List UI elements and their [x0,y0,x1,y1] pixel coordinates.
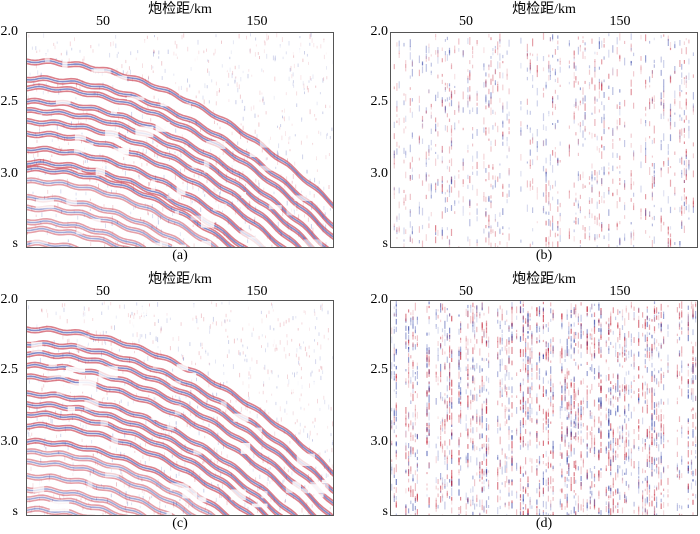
y-tick-label: 2.0 [0,292,19,307]
x-tick-label: 50 [459,14,473,29]
y-tick-label: s [12,236,18,251]
y-tick-label: s [12,504,18,519]
y-tick-label: 3.0 [370,434,389,449]
seismic-gather-image [391,301,697,515]
x-tick-label: 150 [609,14,631,29]
y-tick-label: 2.0 [370,292,389,307]
y-tick-label: 2.5 [370,94,389,109]
panel-caption: (a) [172,248,188,263]
y-tick-label: 2.5 [370,362,389,377]
y-tick-label: 3.0 [370,166,389,181]
y-tick-label: 2.0 [370,24,389,39]
y-tick-label: 2.0 [0,24,19,39]
x-tick-label: 150 [609,284,631,299]
x-tick-label: 50 [96,14,110,29]
seismic-plot-area [390,32,698,248]
y-tick-label: s [382,236,388,251]
y-tick-label: s [382,504,388,519]
seismic-gather-image [393,33,694,247]
panel-caption: (c) [172,516,188,531]
panel-caption: (b) [535,248,553,263]
seismic-plot-area [26,300,334,516]
seismic-gather-image [27,33,333,247]
y-tick-label: 3.0 [0,166,19,181]
y-tick-label: 3.0 [0,434,19,449]
x-tick-label: 50 [96,284,110,299]
x-tick-label: 150 [246,14,268,29]
x-axis-title: 炮检距/km [148,272,212,287]
seismic-gather-image [27,301,333,515]
x-tick-label: 150 [246,284,268,299]
y-tick-label: 2.5 [0,94,19,109]
x-tick-label: 50 [459,284,473,299]
x-axis-title: 炮检距/km [148,2,212,17]
panel-caption: (d) [535,516,553,531]
x-axis-title: 炮检距/km [512,2,576,17]
y-tick-label: 2.5 [0,362,19,377]
seismic-plot-area [26,32,334,248]
seismic-plot-area [390,300,698,516]
x-axis-title: 炮检距/km [512,272,576,287]
